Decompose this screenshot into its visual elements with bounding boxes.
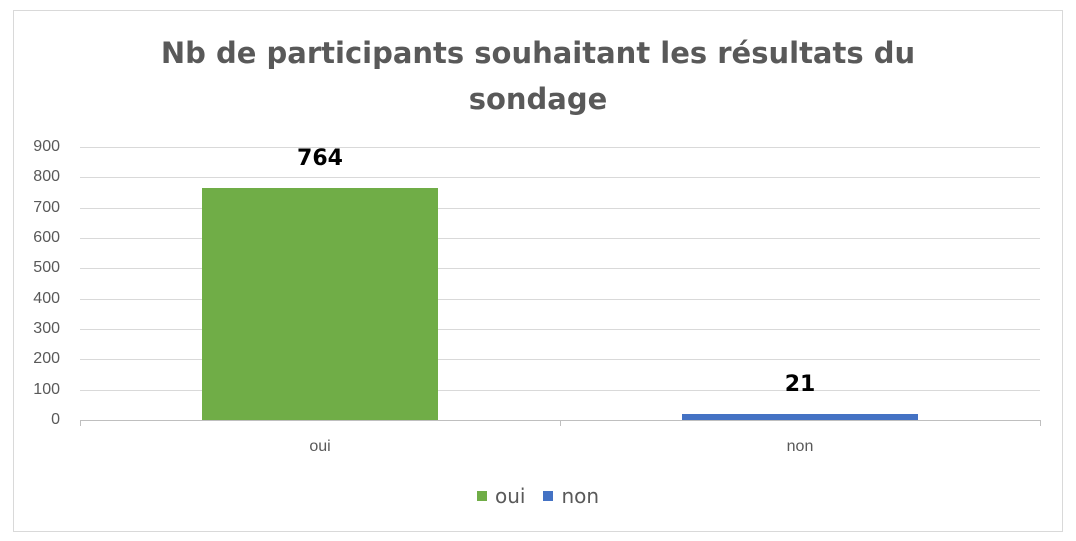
chart-title-line-2: sondage — [468, 82, 608, 116]
y-tick-label: 500 — [33, 259, 60, 276]
gridline — [80, 268, 1040, 269]
y-tick-label: 700 — [33, 199, 60, 216]
gridline — [80, 147, 1040, 148]
y-tick-label: 600 — [33, 229, 60, 246]
bar-oui[interactable] — [202, 188, 438, 420]
legend: oui non — [0, 484, 1076, 508]
x-tick-label-oui: oui — [309, 438, 331, 455]
data-label-oui: 764 — [297, 146, 343, 171]
y-tick-label: 300 — [33, 320, 60, 337]
y-tick-label: 0 — [51, 411, 60, 428]
chart-title-line-1: Nb de participants souhaitant les résult… — [160, 36, 916, 70]
chart-title: Nb de participants souhaitant les résult… — [0, 30, 1076, 122]
gridline — [80, 238, 1040, 239]
gridline — [80, 359, 1040, 360]
x-axis-tick — [1040, 420, 1041, 426]
legend-label-oui: oui — [494, 484, 526, 508]
y-tick-label: 200 — [33, 350, 60, 367]
gridline — [80, 208, 1040, 209]
legend-swatch-non — [543, 491, 554, 501]
legend-label-non: non — [561, 484, 600, 508]
x-axis-tick — [560, 420, 561, 426]
legend-item-non[interactable]: non — [543, 484, 599, 508]
gridline — [80, 177, 1040, 178]
data-label-non: 21 — [784, 372, 816, 397]
x-axis-tick — [80, 420, 81, 426]
y-tick-label: 400 — [33, 290, 60, 307]
gridline — [80, 299, 1040, 300]
y-tick-label: 900 — [33, 138, 60, 155]
chart-frame — [13, 10, 1063, 532]
x-tick-label-non: non — [786, 438, 814, 455]
legend-item-oui[interactable]: oui — [476, 484, 526, 508]
bar-non[interactable] — [682, 414, 918, 420]
legend-swatch-oui — [476, 491, 487, 501]
y-tick-label: 800 — [33, 168, 60, 185]
y-tick-label: 100 — [33, 381, 60, 398]
gridline — [80, 390, 1040, 391]
gridline — [80, 329, 1040, 330]
